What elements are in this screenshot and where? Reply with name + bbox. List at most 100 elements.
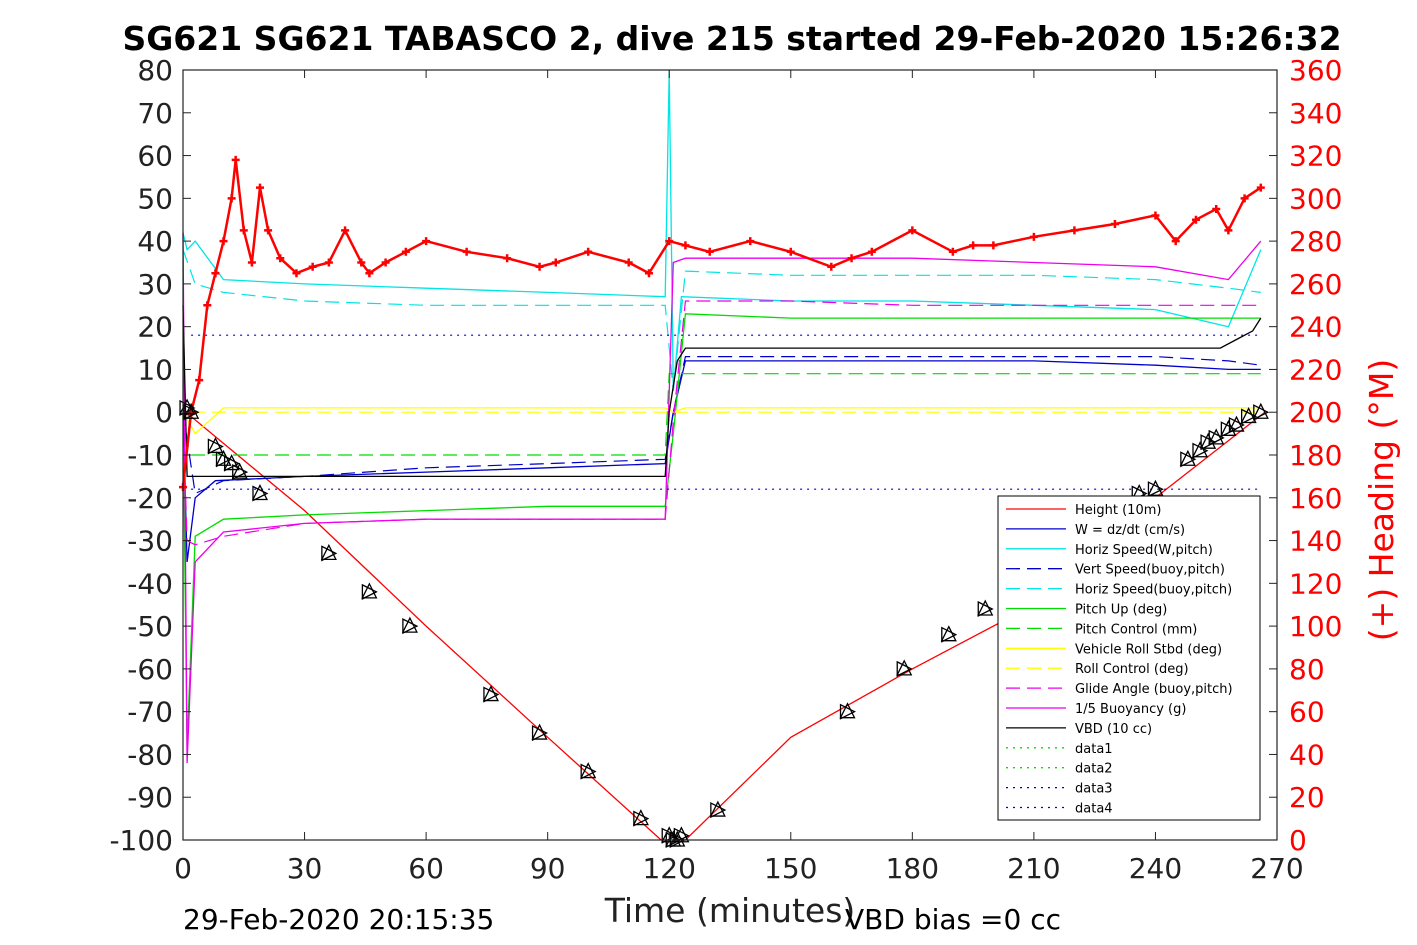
triangle-marker: [1208, 429, 1225, 446]
y2-tick-label: 260: [1289, 268, 1342, 301]
legend-label: Glide Angle (buoy,pitch): [1075, 682, 1233, 697]
legend-label: VBD (10 cc): [1075, 722, 1152, 737]
x-tick-label: 210: [1007, 852, 1060, 885]
heading-point: [231, 155, 240, 164]
footer-timestamp: 29-Feb-2020 20:15:35: [183, 903, 494, 936]
right-axis-ticks: 0 20 40 60 80 100 120 140 160 180 200 220 240 260 280 3…: [1289, 54, 1342, 857]
heading-point: [357, 258, 366, 267]
y2-tick-label: 160: [1289, 482, 1342, 515]
legend-label: Roll Control (deg): [1075, 662, 1189, 677]
y-tick-label: 0: [155, 396, 173, 429]
heading-point: [203, 301, 212, 310]
triangle-marker-up: [940, 625, 957, 642]
heading-point: [867, 247, 876, 256]
triangle-marker: [252, 485, 269, 502]
triangle-marker-up: [1252, 402, 1269, 419]
heading-point: [847, 254, 856, 263]
y-tick-label: -20: [127, 482, 173, 515]
y-tick-label: -60: [127, 653, 173, 686]
triangle-marker: [1200, 434, 1217, 451]
heading-point: [255, 183, 264, 192]
y-tick-label: -80: [127, 738, 173, 771]
heading-point: [503, 254, 512, 263]
heading-point: [276, 254, 285, 263]
heading-point: [422, 237, 431, 246]
heading-point: [1191, 215, 1200, 224]
x-tick-label: 90: [530, 852, 566, 885]
triangle-marker: [896, 660, 913, 677]
heading-point: [1029, 232, 1038, 241]
legend-label: W = dz/dt (cm/s): [1075, 523, 1185, 538]
triangle-marker: [321, 545, 338, 562]
left-axis-ticks: -100-90-80-70-60-50-40-30-20-10010203040…: [109, 54, 1277, 857]
triangle-marker-up: [1208, 428, 1225, 445]
legend-label: Vehicle Roll Stbd (deg): [1075, 642, 1222, 657]
triangle-marker: [839, 703, 856, 720]
series-vehicle-roll-stbd-deg: [182, 407, 1261, 435]
heading-point: [665, 237, 674, 246]
y2-tick-label: 340: [1289, 97, 1342, 130]
heading-point: [1240, 194, 1249, 203]
x-tick-label: 120: [642, 852, 695, 885]
heading-point: [969, 241, 978, 250]
x-axis-label: Time (minutes): [604, 891, 856, 930]
x-axis-ticks: 0 30 60 90 120 150 180 210 240 270: [174, 70, 1304, 885]
heading-point: [644, 269, 653, 278]
y-tick-label: 80: [137, 54, 173, 87]
triangle-marker-up: [1228, 415, 1245, 432]
triangle-marker: [977, 600, 994, 618]
y2-tick-label: 300: [1289, 182, 1342, 215]
heading-point: [989, 241, 998, 250]
legend-label: Height (10m): [1075, 503, 1161, 518]
heading-point: [401, 247, 410, 256]
y-tick-label: 20: [137, 311, 173, 344]
y-tick-label: 30: [137, 268, 173, 301]
triangle-marker: [1192, 442, 1209, 459]
y-tick-label: 10: [137, 353, 173, 386]
triangle-marker: [402, 618, 419, 635]
heading-point: [239, 226, 248, 235]
heading-point: [365, 269, 374, 278]
x-tick-label: 270: [1250, 852, 1303, 885]
heading-point: [381, 258, 390, 267]
heading-point: [195, 376, 204, 385]
heading-point: [827, 262, 836, 271]
heading-point: [948, 247, 957, 256]
legend-label: Horiz Speed(buoy,pitch): [1075, 583, 1232, 598]
triangle-marker: [1240, 408, 1258, 425]
triangle-marker: [361, 583, 378, 600]
legend-box: [997, 495, 1261, 821]
legend-label: data1: [1075, 742, 1113, 757]
triangle-marker-up: [361, 582, 378, 599]
triangle-marker-up: [896, 659, 913, 676]
heading-point: [1171, 237, 1180, 246]
y-tick-label: 50: [137, 182, 173, 215]
heading-point: [705, 247, 714, 256]
heading-point: [227, 194, 236, 203]
y2-tick-label: 320: [1289, 140, 1342, 173]
triangle-marker-up: [977, 599, 994, 616]
heading-point: [624, 258, 633, 267]
heading-point: [551, 258, 560, 267]
triangle-marker-up: [223, 454, 240, 471]
y2-tick-label: 180: [1289, 439, 1342, 472]
triangle-marker-up: [251, 484, 269, 501]
triangle-marker-up: [1191, 441, 1209, 458]
triangle-marker: [215, 451, 232, 468]
y-tick-label: -10: [127, 439, 173, 472]
y2-tick-label: 60: [1289, 696, 1325, 729]
legend-label: Horiz Speed(W,pitch): [1075, 543, 1213, 558]
legend-label: data3: [1075, 782, 1113, 797]
series-vbd-10-cc: [182, 305, 1262, 478]
y2-tick-label: 120: [1289, 567, 1342, 600]
triangle-marker: [941, 626, 958, 643]
triangle-marker-up: [709, 800, 726, 817]
y-tick-label: -70: [127, 696, 173, 729]
legend-label: data2: [1075, 762, 1113, 777]
heading-point: [908, 226, 917, 235]
triangle-marker: [1228, 417, 1245, 434]
legend-label: data4: [1075, 802, 1113, 817]
heading-point: [341, 226, 350, 235]
right-axis-label: (+) Heading (°M): [1362, 359, 1401, 641]
